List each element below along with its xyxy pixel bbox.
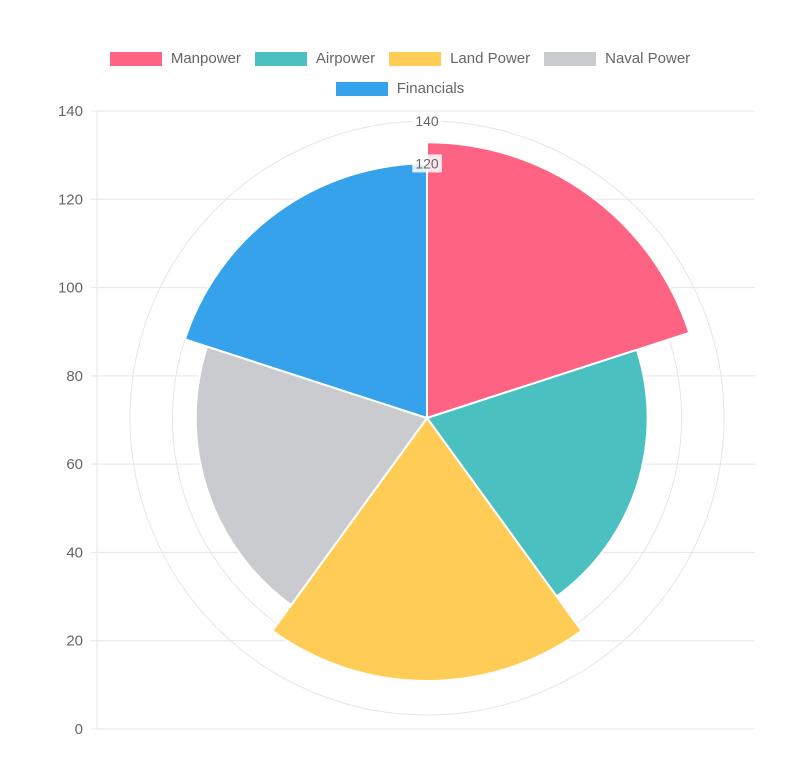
legend-swatch-financials	[335, 81, 388, 96]
sector-financials	[183, 162, 428, 420]
y-tick-label-60: 60	[66, 456, 83, 473]
y-tick-label-140: 140	[58, 103, 83, 120]
radial-tick-backdrop-120	[412, 154, 442, 173]
legend-label-financials: Financials	[396, 80, 465, 97]
sector-manpower	[426, 141, 691, 420]
sector-airpower	[425, 348, 649, 598]
y-tick-label-100: 100	[58, 280, 83, 297]
legend-item-financials[interactable]: Financials	[335, 80, 465, 97]
legend-swatch-naval-power	[544, 51, 597, 66]
legend-label-manpower: Manpower	[170, 50, 241, 67]
radial-tick-label-120: 120	[415, 155, 439, 171]
y-tick-label-0: 0	[75, 721, 83, 738]
legend-item-naval-power[interactable]: Naval Power	[544, 50, 690, 67]
legend-label-airpower: Airpower	[315, 50, 376, 67]
legend-item-airpower[interactable]: Airpower	[254, 50, 376, 67]
legend-row-1: Manpower Airpower Land Power Naval Power	[0, 50, 800, 67]
y-tick-label-20: 20	[66, 633, 83, 650]
y-tick-label-80: 80	[66, 368, 83, 385]
sector-naval-power	[194, 345, 429, 607]
legend-item-land-power[interactable]: Land Power	[389, 50, 530, 67]
y-tick-label-40: 40	[66, 544, 83, 561]
radial-tick-label-140: 140	[415, 113, 439, 129]
legend-label-land-power: Land Power	[450, 50, 531, 67]
y-tick-label-120: 120	[58, 191, 83, 208]
radial-tick-backdrop-140	[412, 112, 442, 130]
legend-swatch-airpower	[254, 51, 307, 66]
legend-row-2: Financials	[0, 80, 800, 97]
sector-land-power	[270, 416, 584, 682]
legend-swatch-land-power	[389, 51, 442, 66]
legend-swatch-manpower	[109, 51, 162, 66]
legend-item-manpower[interactable]: Manpower	[109, 50, 241, 67]
legend-label-naval-power: Naval Power	[605, 50, 691, 67]
